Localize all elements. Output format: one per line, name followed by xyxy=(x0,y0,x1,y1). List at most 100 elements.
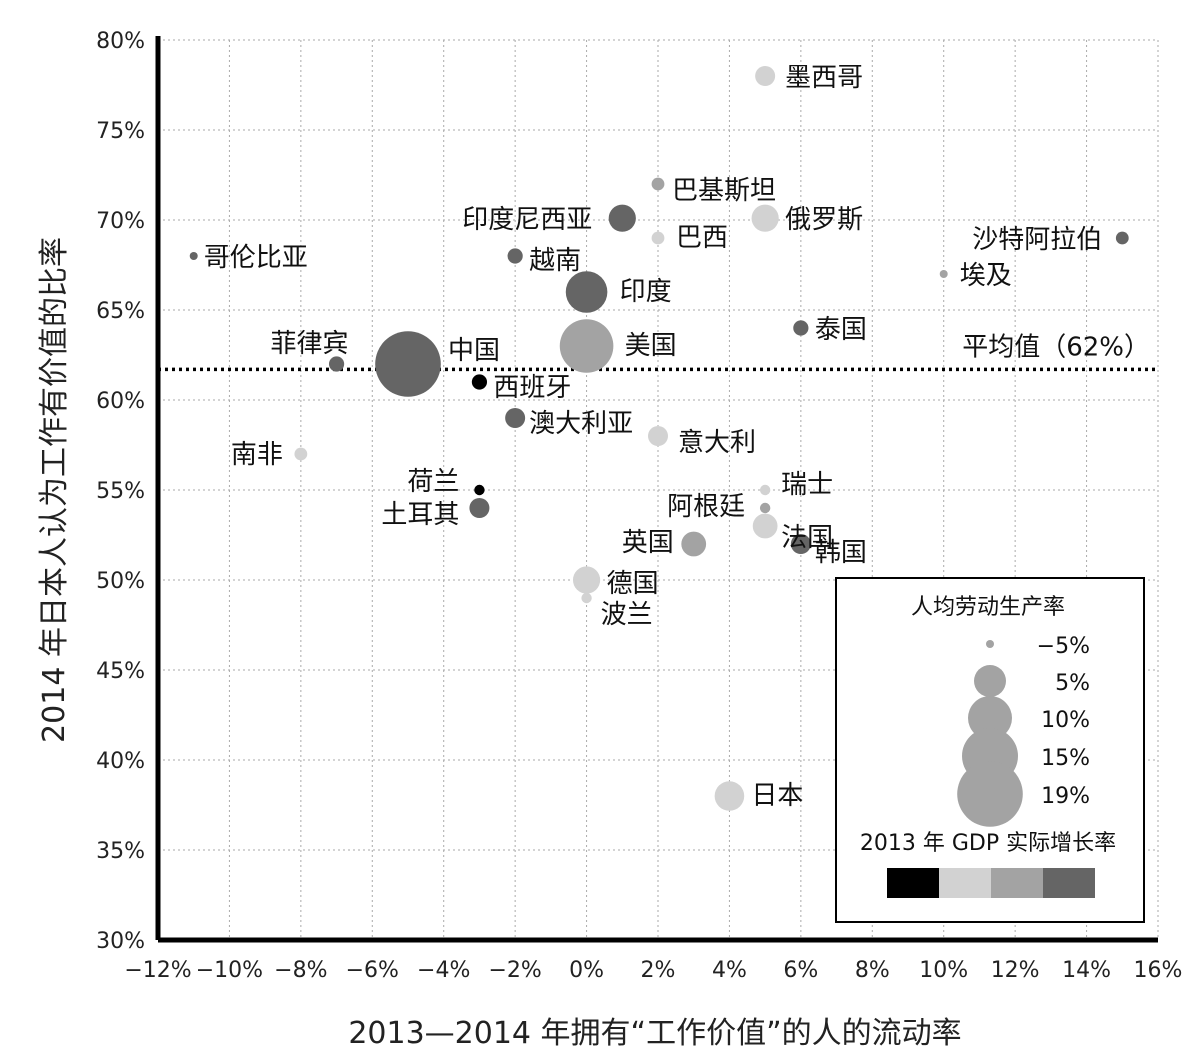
y-tick-label: 80% xyxy=(96,29,145,54)
y-axis-title: 2014 年日本人认为工作有价值的比率 xyxy=(37,237,72,743)
axes: −12% −10% −8% −6% −4% −2% 0% 2% 4% 6% 8% 10% 12% 14% 1… xyxy=(96,29,1182,983)
color-legend-swatch xyxy=(939,868,991,898)
y-tick-label: 75% xyxy=(96,119,145,144)
y-tick-label: 45% xyxy=(96,659,145,684)
point-marker xyxy=(474,484,485,496)
point-marker xyxy=(294,447,308,461)
size-legend-circle xyxy=(986,640,994,648)
point-marker xyxy=(505,408,526,428)
country-label: 韩国 xyxy=(815,538,867,568)
country-label: 法国 xyxy=(781,523,833,553)
country-label: 越南 xyxy=(529,246,581,276)
x-tick-label: −12% xyxy=(124,958,191,983)
y-tick-label: 55% xyxy=(96,479,145,504)
country-label: 中国 xyxy=(448,336,500,366)
country-label: 埃及 xyxy=(960,261,1012,291)
country-label: 菲律宾 xyxy=(271,329,349,359)
country-label: 哥伦比亚 xyxy=(204,243,308,273)
x-tick-label: −4% xyxy=(417,958,470,983)
point-marker xyxy=(559,319,614,373)
size-legend-label: 5% xyxy=(1055,671,1090,696)
point-marker xyxy=(759,502,771,514)
point-marker xyxy=(751,204,779,232)
country-label: 荷兰 xyxy=(407,467,459,497)
y-tick-label: 30% xyxy=(96,929,145,954)
point-marker xyxy=(565,271,608,313)
point-marker xyxy=(469,498,490,518)
point-marker xyxy=(1115,231,1129,245)
point-marker xyxy=(651,177,665,191)
country-label: 巴西 xyxy=(676,223,728,253)
grid xyxy=(158,39,1159,940)
point-marker xyxy=(648,426,668,446)
legend: 人均劳动生产率 −5% 5% 10% 15% 19% 2013 年 GDP 实际增长率 xyxy=(835,577,1145,923)
country-label: 澳大利亚 xyxy=(529,409,633,439)
color-legend-swatch xyxy=(887,868,939,898)
size-legend-circle xyxy=(968,696,1012,740)
country-label: 英国 xyxy=(622,528,674,558)
country-label: 西班牙 xyxy=(493,373,571,403)
country-label: 印度 xyxy=(620,277,672,307)
point-marker xyxy=(471,374,488,390)
country-label: 土耳其 xyxy=(381,500,459,530)
color-legend-swatch xyxy=(991,868,1043,898)
y-tick-label: 50% xyxy=(96,569,145,594)
point-marker xyxy=(790,534,811,554)
size-legend-circle xyxy=(957,761,1023,827)
point-marker xyxy=(793,320,809,336)
x-tick-label: 14% xyxy=(1062,958,1111,983)
country-label: 泰国 xyxy=(815,315,867,345)
point-marker xyxy=(375,331,441,397)
x-tick-label: −8% xyxy=(274,958,327,983)
x-tick-label: 8% xyxy=(855,958,890,983)
country-label: 瑞士 xyxy=(781,470,833,500)
data-points xyxy=(189,66,1129,811)
point-marker xyxy=(328,356,345,372)
size-legend-circle xyxy=(974,665,1006,697)
color-legend-swatch xyxy=(1043,868,1095,898)
country-label: 南非 xyxy=(231,440,283,470)
country-label: 墨西哥 xyxy=(785,63,863,93)
country-label: 阿根廷 xyxy=(667,492,745,522)
x-tick-label: 16% xyxy=(1134,958,1183,983)
point-marker xyxy=(752,513,778,539)
point-marker xyxy=(581,592,592,604)
x-tick-label: 0% xyxy=(569,958,604,983)
point-marker xyxy=(759,484,771,496)
country-label: 波兰 xyxy=(601,600,653,630)
point-marker xyxy=(681,531,707,557)
size-legend-label: 19% xyxy=(1041,784,1090,809)
point-marker xyxy=(189,252,198,260)
country-label: 印度尼西亚 xyxy=(462,205,592,235)
y-tick-label: 70% xyxy=(96,209,145,234)
size-legend-label: −5% xyxy=(1037,634,1090,659)
point-marker xyxy=(572,566,601,594)
country-label: 俄罗斯 xyxy=(785,205,863,235)
color-legend-title: 2013 年 GDP 实际增长率 xyxy=(860,831,1116,856)
country-label: 意大利 xyxy=(678,428,756,458)
size-legend-title: 人均劳动生产率 xyxy=(911,595,1065,620)
x-tick-label: −6% xyxy=(346,958,399,983)
x-tick-label: 6% xyxy=(783,958,818,983)
reference-line-group: 平均值（62%） xyxy=(158,332,1158,372)
country-label: 巴基斯坦 xyxy=(672,176,776,206)
point-marker xyxy=(651,231,665,245)
y-tick-label: 35% xyxy=(96,839,145,864)
y-tick-label: 65% xyxy=(96,299,145,324)
y-tick-label: 40% xyxy=(96,749,145,774)
size-legend-label: 15% xyxy=(1041,746,1090,771)
country-label: 日本 xyxy=(751,781,803,811)
x-tick-label: −2% xyxy=(488,958,541,983)
x-tick-label: 10% xyxy=(919,958,968,983)
size-legend-label: 10% xyxy=(1041,708,1090,733)
x-tick-label: 4% xyxy=(712,958,747,983)
point-marker xyxy=(507,248,523,264)
y-tick-label: 60% xyxy=(96,389,145,414)
country-label: 德国 xyxy=(607,569,659,599)
point-marker xyxy=(714,781,745,811)
point-marker xyxy=(608,204,636,232)
country-label: 美国 xyxy=(625,331,677,361)
